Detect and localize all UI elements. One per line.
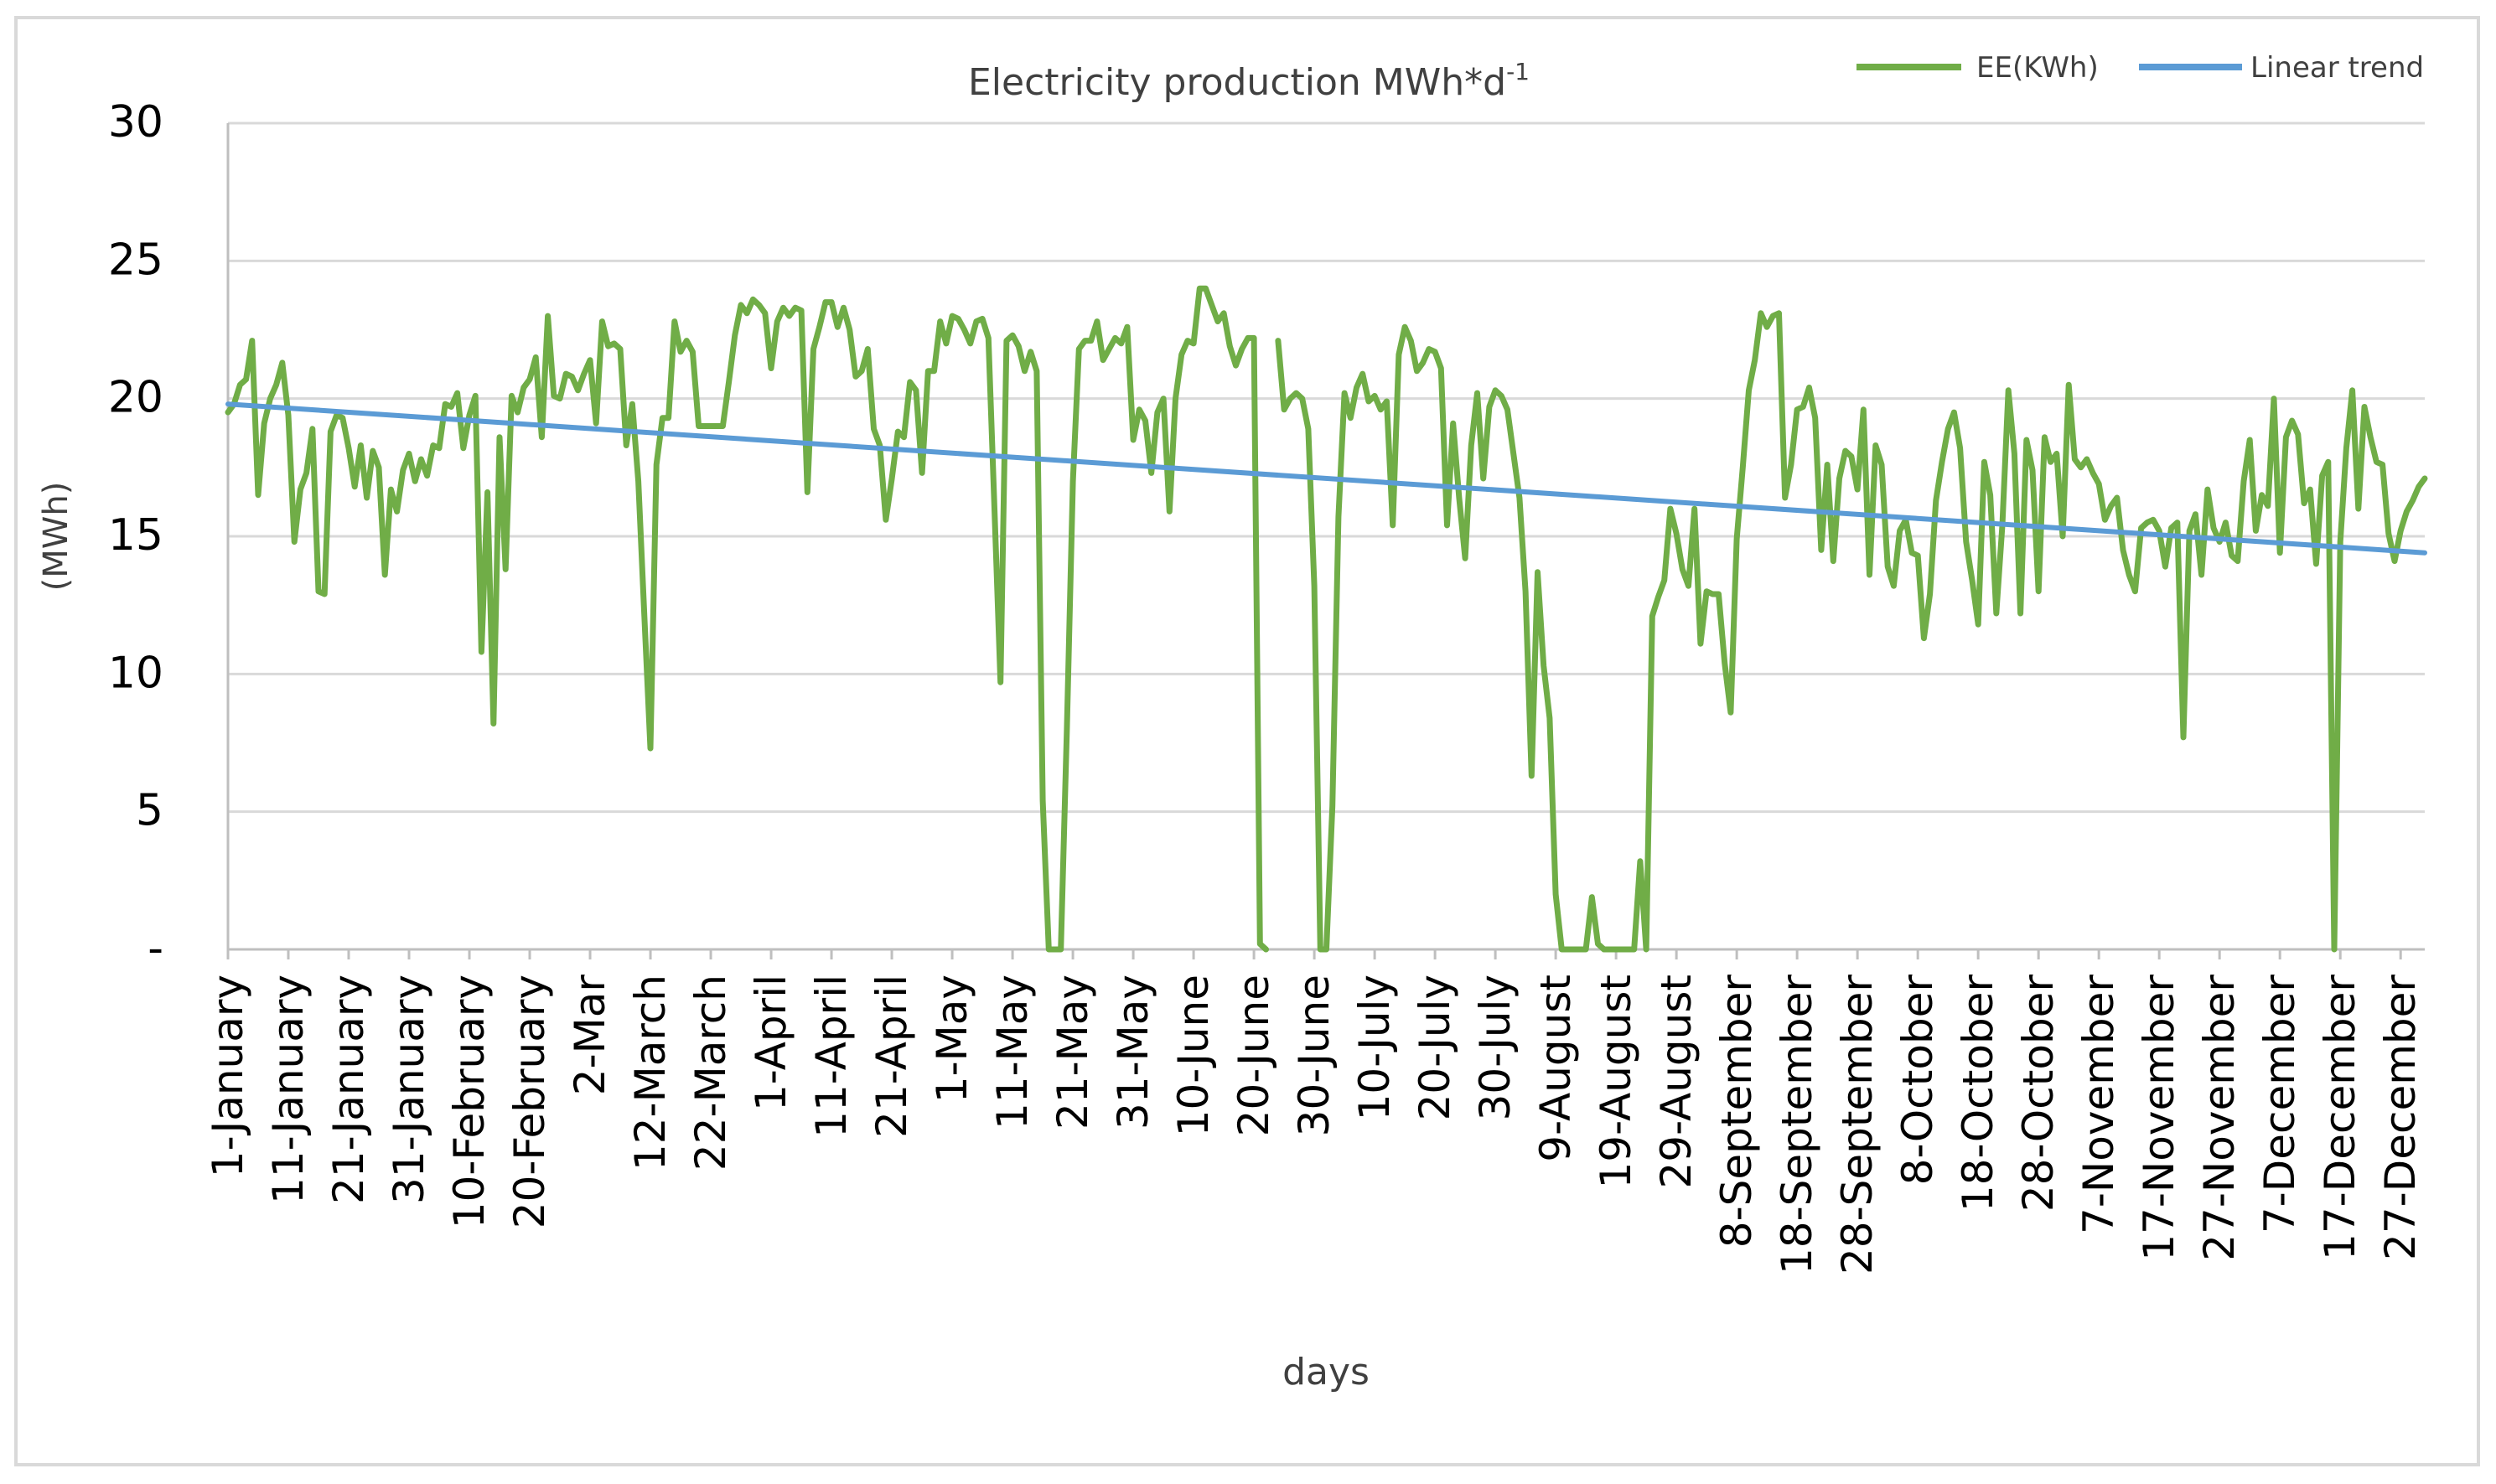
x-tick-label: 10-July	[1350, 975, 1399, 1120]
legend-label-trend: Linear trend	[2250, 51, 2424, 85]
x-tick-label: 17-December	[2316, 975, 2364, 1260]
chart-title-text: Electricity production MWh*d	[968, 61, 1506, 104]
chart-title-superscript: -1	[1506, 58, 1530, 85]
series-line-linear-trend	[225, 401, 2427, 556]
chart-title: Electricity production MWh*d-1	[968, 58, 1530, 104]
x-tick-label: 30-July	[1471, 975, 1520, 1120]
x-tick-label: 27-December	[2376, 975, 2425, 1260]
x-tick-label: 7-December	[2255, 975, 2304, 1234]
series-line-ee	[225, 285, 2428, 953]
x-tick-label: 31-May	[1109, 975, 1157, 1130]
x-tick-label: 8-September	[1712, 975, 1761, 1249]
x-tick-label: 1-January	[204, 975, 252, 1177]
x-tick-label: 18-October	[1954, 975, 2002, 1213]
x-tick-label: 11-January	[264, 975, 313, 1204]
y-tick-label: 20	[108, 373, 163, 423]
x-tick-label: 2-Mar	[566, 975, 614, 1096]
x-tick-label: 20-July	[1411, 975, 1459, 1120]
x-tick-label: 28-September	[1833, 975, 1882, 1275]
y-tick-label: 10	[108, 648, 163, 698]
legend-label-ee: EE(KWh)	[1976, 51, 2099, 85]
chart-border	[14, 16, 2480, 1466]
x-axis-title: days	[1282, 1351, 1370, 1394]
x-tick-label: 28-October	[2014, 975, 2063, 1213]
x-tick-label: 12-March	[626, 975, 675, 1171]
y-tick-label: 30	[108, 97, 163, 147]
y-axis-title: (MWh)	[37, 482, 75, 592]
x-tick-label: 29-August	[1652, 975, 1701, 1189]
x-tick-label: 18-September	[1773, 975, 1821, 1275]
x-tick-label: 21-April	[867, 975, 916, 1138]
x-tick-label: 22-March	[686, 975, 735, 1171]
x-tick-label: 27-November	[2195, 975, 2244, 1261]
x-tick-label: 10-February	[445, 975, 494, 1228]
x-tick-label: 9-August	[1531, 975, 1580, 1162]
x-tick-label: 1-April	[747, 975, 795, 1111]
x-tick-label: 31-January	[385, 975, 433, 1204]
x-tick-label: 20-February	[505, 975, 554, 1228]
x-tick-label: 1-May	[928, 975, 976, 1103]
y-tick-labels: - 5 10 15 20 25 30	[108, 97, 163, 974]
x-tick-label: 11-May	[988, 975, 1037, 1130]
x-tick-labels: 1-January 11-January 21-January 31-January 1…	[204, 975, 2425, 1275]
y-tick-label: -	[148, 923, 163, 974]
x-tick-label: 20-June	[1230, 975, 1278, 1136]
series-layer	[225, 285, 2428, 953]
x-tick-label: 11-April	[807, 975, 856, 1138]
x-tick-label: 7-November	[2074, 975, 2123, 1234]
x-tick-label: 10-June	[1169, 975, 1218, 1136]
x-tick-label: 8-October	[1893, 975, 1942, 1186]
legend: EE(KWh) Linear trend	[1856, 51, 2424, 85]
x-tick-label: 21-May	[1049, 975, 1097, 1130]
y-tick-label: 15	[108, 510, 163, 561]
x-tick-label: 17-November	[2135, 975, 2183, 1261]
y-tick-label: 5	[136, 786, 163, 836]
x-tick-label: 19-August	[1592, 975, 1640, 1189]
y-tick-label: 25	[108, 235, 163, 285]
x-tick-label: 30-June	[1290, 975, 1339, 1136]
x-tick-label: 21-January	[324, 975, 373, 1204]
